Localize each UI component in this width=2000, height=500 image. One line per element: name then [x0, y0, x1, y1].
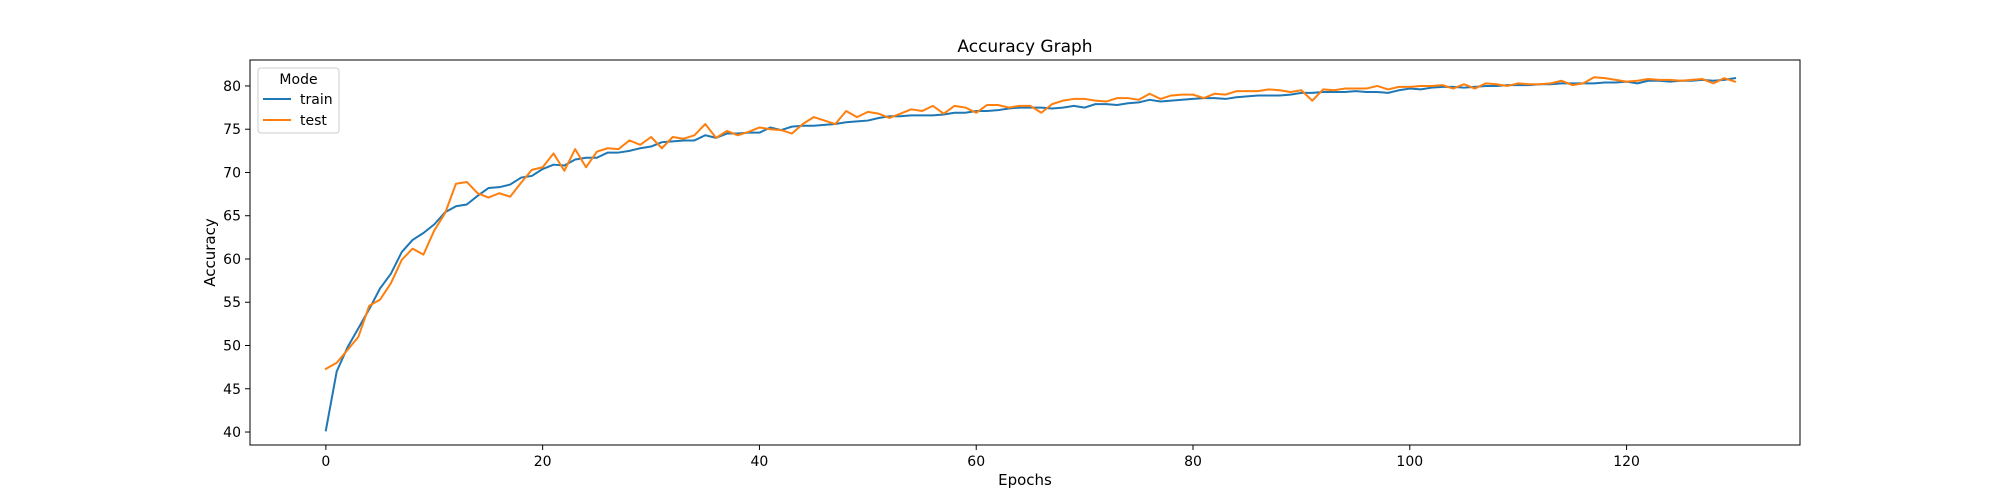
x-tick-label: 40 [751, 454, 769, 470]
x-tick-label: 20 [534, 454, 552, 470]
series-line-test [324, 76, 1737, 371]
y-axis-label: Accuracy [201, 218, 219, 287]
y-tick-label: 75 [223, 122, 241, 138]
y-tick-label: 55 [223, 295, 241, 311]
x-tick-label: 0 [321, 454, 330, 470]
x-axis-label: Epochs [998, 471, 1052, 489]
y-tick-label: 40 [223, 425, 241, 441]
legend-label-test: test [300, 113, 327, 129]
plot-frame [249, 59, 1801, 446]
x-tick-label: 60 [967, 454, 985, 470]
y-tick-label: 50 [223, 339, 241, 355]
legend-title: Mode [279, 72, 317, 88]
y-tick-label: 65 [223, 209, 241, 225]
legend-label-train: train [300, 92, 333, 108]
y-tick-label: 80 [223, 79, 241, 95]
x-tick-label: 100 [1396, 454, 1423, 470]
chart-title: Accuracy Graph [957, 37, 1092, 57]
x-tick-label: 80 [1184, 454, 1202, 470]
x-tick-label: 120 [1613, 454, 1640, 470]
y-tick-label: 60 [223, 252, 241, 268]
x-axis-ticks: 0 20 40 60 80 100 120 [321, 445, 1640, 470]
legend: Mode train test [257, 67, 340, 134]
y-tick-label: 45 [223, 382, 241, 398]
y-tick-label: 70 [223, 165, 241, 181]
series-layer [324, 76, 1737, 432]
legend-box [257, 67, 340, 134]
y-axis-ticks: 40 45 50 55 60 65 70 75 80 [223, 79, 250, 441]
